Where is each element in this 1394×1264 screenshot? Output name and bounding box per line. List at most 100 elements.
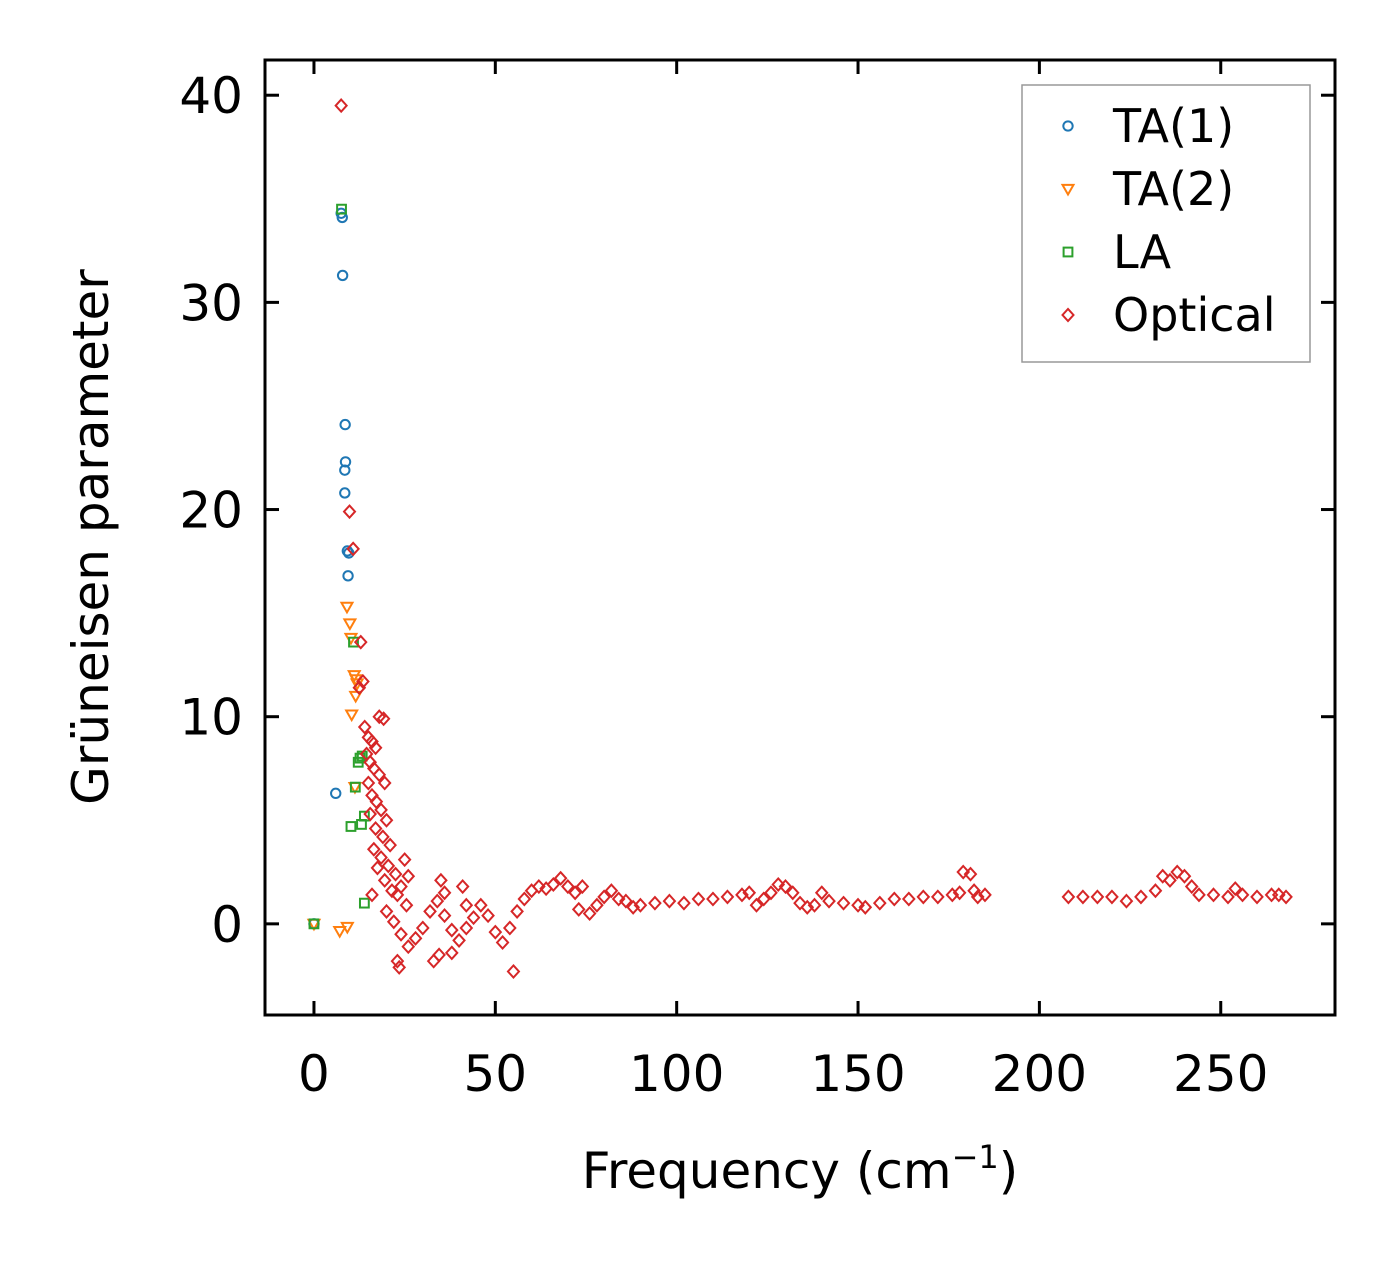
point-ta1 (341, 545, 354, 557)
point-optical (1177, 868, 1192, 884)
point-optical (1090, 889, 1105, 905)
point-optical (363, 754, 378, 770)
point-optical (408, 930, 423, 946)
point-optical (356, 673, 370, 690)
point-optical (383, 837, 397, 853)
point-optical (590, 897, 604, 913)
point-optical (546, 876, 561, 893)
point-optical (887, 891, 902, 907)
point-optical (401, 939, 416, 955)
point-optical (619, 893, 633, 909)
point-optical (771, 876, 786, 893)
point-optical (374, 850, 388, 866)
point-optical (778, 879, 793, 895)
point-optical (385, 883, 399, 899)
point-ta1 (339, 464, 351, 476)
point-optical (764, 885, 778, 901)
point-optical (800, 899, 815, 915)
point-ta2 (339, 601, 355, 615)
legend-marker-ta1 (1062, 120, 1074, 132)
point-optical (488, 924, 503, 940)
point-optical (399, 897, 414, 913)
point-la (356, 819, 367, 830)
point-optical (814, 885, 829, 901)
legend-label-ta1: TA(1) (1112, 99, 1234, 153)
point-optical (455, 879, 470, 895)
point-optical (793, 895, 807, 911)
point-optical (376, 829, 390, 845)
x-tick-label: 200 (992, 1045, 1087, 1103)
point-optical (677, 895, 691, 911)
point-optical (376, 711, 391, 727)
point-optical (459, 897, 474, 913)
point-optical (370, 860, 385, 876)
point-optical (735, 887, 749, 903)
point-la (349, 781, 361, 793)
point-optical (437, 908, 452, 924)
point-optical (361, 775, 376, 791)
point-optical (379, 812, 394, 828)
y-tick-label: 20 (179, 482, 243, 540)
point-optical (822, 893, 836, 909)
point-optical (386, 914, 401, 930)
point-optical (648, 895, 662, 911)
point-optical (901, 891, 916, 907)
legend-label-ta2: TA(2) (1112, 162, 1234, 216)
axis-ticks (265, 60, 1335, 1015)
y-axis-label: Grüneisen parameter (62, 269, 120, 805)
point-optical (517, 891, 532, 907)
point-optical (568, 885, 582, 901)
point-optical (502, 920, 517, 936)
point-optical (807, 897, 822, 913)
point-optical (970, 889, 985, 905)
legend-marker-optical (1061, 307, 1075, 323)
point-optical (346, 541, 360, 557)
point-optical (1250, 889, 1264, 905)
point-optical (342, 504, 357, 520)
point-optical (368, 740, 383, 756)
point-optical (466, 910, 481, 926)
point-optical (1192, 887, 1206, 903)
point-optical (531, 879, 546, 895)
point-optical (374, 802, 388, 818)
point-optical (430, 893, 445, 909)
tick-labels: 0 50 100 150 200 250 0 10 20 30 40 (179, 67, 1268, 1103)
point-optical (785, 885, 800, 901)
point-optical (390, 953, 405, 969)
point-optical (1119, 893, 1134, 909)
point-optical (952, 885, 967, 901)
point-optical (945, 887, 960, 903)
point-optical (720, 889, 735, 905)
x-tick-label: 100 (629, 1045, 724, 1103)
point-optical (858, 899, 873, 915)
point-ta2 (332, 925, 347, 939)
x-axis-label: Frequency (cm−1) (582, 1138, 1019, 1200)
point-ta2 (342, 618, 358, 631)
point-optical (749, 897, 764, 913)
point-optical (1206, 887, 1221, 903)
point-optical (432, 947, 446, 963)
point-ta2 (344, 709, 359, 723)
point-optical (662, 893, 677, 909)
point-optical (434, 872, 448, 888)
plot-marks (306, 98, 1293, 980)
point-optical (365, 887, 379, 903)
point-optical (366, 841, 381, 857)
x-tick-label: 150 (810, 1045, 905, 1103)
point-optical (1076, 889, 1090, 905)
point-optical (571, 901, 586, 917)
point-optical (415, 920, 430, 936)
legend-label-optical: Optical (1113, 288, 1275, 342)
point-ta1 (336, 269, 349, 282)
point-optical (1105, 889, 1119, 905)
point-optical (357, 719, 372, 735)
x-tick-label: 50 (464, 1045, 528, 1103)
point-ta1 (339, 456, 352, 468)
plot-frame (263, 58, 1337, 1017)
point-optical (1061, 889, 1076, 905)
point-optical (352, 680, 367, 696)
point-optical (397, 852, 412, 868)
point-ta2 (340, 921, 355, 935)
x-tick-label: 250 (1173, 1045, 1268, 1103)
